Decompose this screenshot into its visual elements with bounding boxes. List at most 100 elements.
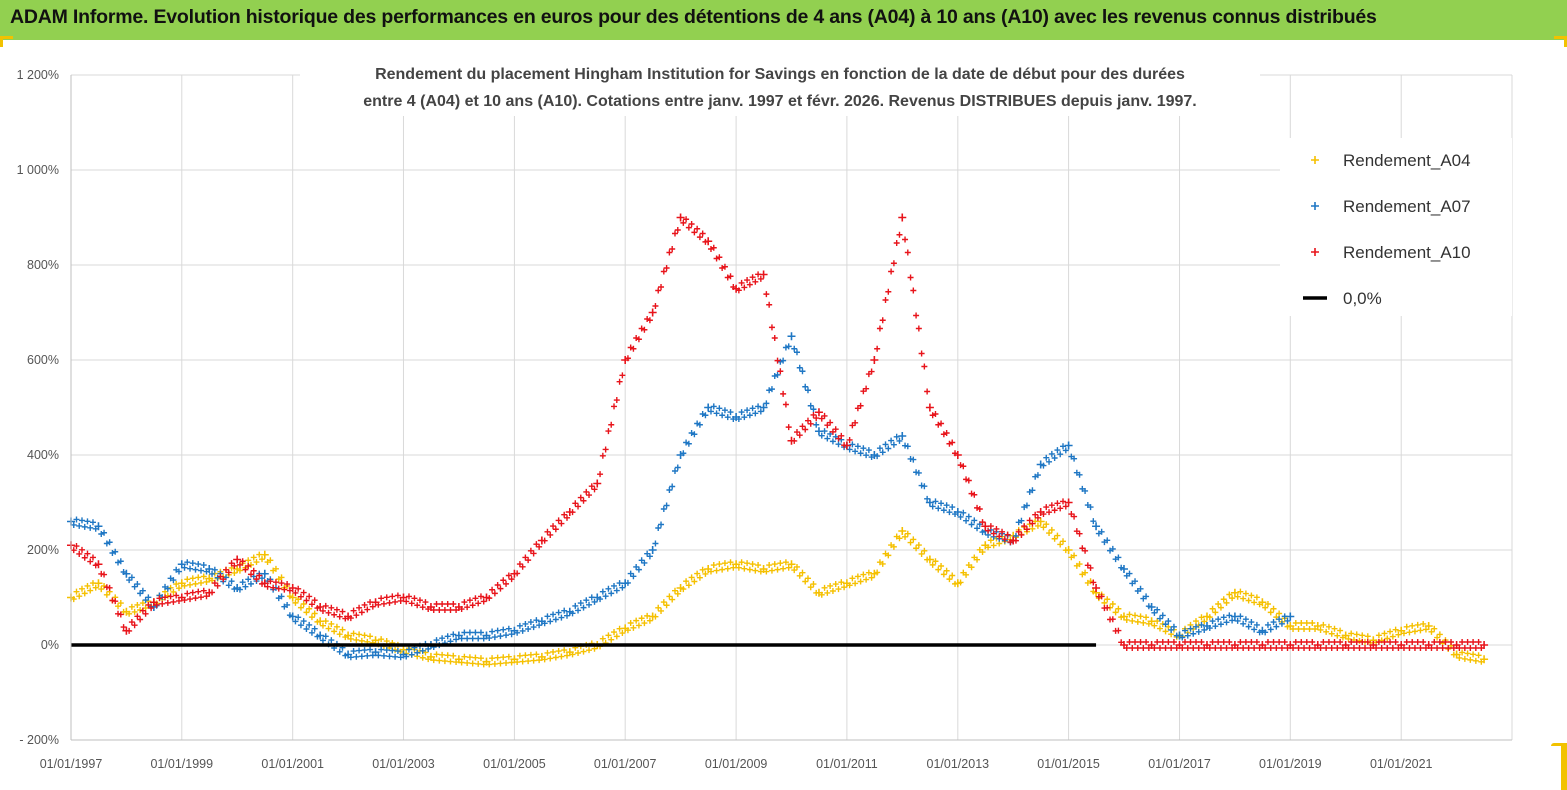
- data-point-interp: [475, 600, 482, 607]
- data-point-interp: [683, 216, 690, 223]
- data-point: [1230, 588, 1239, 597]
- data-point-interp: [1276, 610, 1283, 617]
- data-point-interp: [1206, 645, 1213, 651]
- data-point-interp: [938, 563, 945, 569]
- data-point-interp: [802, 426, 809, 433]
- data-point-interp: [1337, 627, 1344, 634]
- data-point-interp: [1406, 645, 1413, 651]
- data-point-interp: [281, 586, 288, 593]
- data-point-interp: [1151, 645, 1158, 651]
- data-point-interp: [785, 424, 792, 431]
- data-point-interp: [439, 601, 446, 607]
- data-point-interp: [184, 559, 191, 566]
- data-point-interp: [1334, 645, 1341, 651]
- data-point-interp: [364, 652, 371, 659]
- data-point-interp: [491, 590, 498, 597]
- data-point-interp: [766, 562, 773, 569]
- data-point-interp: [228, 578, 235, 585]
- data-point-interp: [1190, 630, 1197, 637]
- data-point-interp: [552, 654, 559, 661]
- data-point-interp: [308, 629, 315, 636]
- data-point-interp: [433, 651, 440, 658]
- data-point-interp: [1054, 500, 1061, 507]
- x-tick-label: 01/01/2017: [1148, 757, 1211, 771]
- data-point-interp: [1384, 635, 1391, 642]
- data-point-interp: [968, 490, 975, 497]
- data-point-interp: [583, 488, 590, 495]
- data-point-interp: [533, 617, 540, 624]
- data-point: [814, 408, 823, 417]
- report-banner: ADAM Informe. Evolution historique des p…: [0, 0, 1567, 40]
- data-point-interp: [175, 568, 182, 575]
- data-point-interp: [469, 602, 476, 609]
- data-point-interp: [630, 345, 637, 352]
- data-point-interp: [766, 301, 773, 308]
- data-point-interp: [81, 590, 88, 597]
- data-point: [1452, 650, 1461, 659]
- data-point-interp: [284, 581, 291, 588]
- data-point-interp: [804, 417, 811, 424]
- data-point-interp: [575, 607, 582, 614]
- data-point-interp: [514, 629, 521, 636]
- data-point-interp: [300, 618, 307, 625]
- data-point-interp: [464, 604, 471, 611]
- data-point-interp: [464, 635, 471, 642]
- data-point-interp: [694, 570, 701, 577]
- data-point-interp: [1193, 618, 1199, 625]
- data-point-interp: [1101, 599, 1108, 606]
- data-point-interp: [1362, 645, 1369, 651]
- data-point-interp: [1034, 514, 1041, 521]
- data-point-interp: [441, 658, 448, 665]
- chart-title-line-1: Rendement du placement Hingham Instituti…: [375, 66, 1185, 83]
- data-point-interp: [106, 539, 113, 546]
- data-point-interp: [710, 403, 717, 410]
- data-point-interp: [214, 582, 221, 589]
- data-point-interp: [974, 504, 981, 511]
- data-point-interp: [181, 582, 188, 589]
- data-point-interp: [558, 520, 565, 527]
- data-point-interp: [477, 655, 484, 662]
- data-point-interp: [1076, 561, 1083, 568]
- data-point-interp: [879, 317, 886, 324]
- data-point-interp: [971, 517, 978, 524]
- x-tick-label: 01/01/2021: [1370, 757, 1433, 771]
- data-point-interp: [536, 543, 543, 550]
- data-point-interp: [1317, 645, 1324, 651]
- data-point-interp: [336, 631, 343, 638]
- data-point-interp: [292, 599, 299, 606]
- data-point-interp: [572, 500, 579, 507]
- data-point-interp: [1076, 530, 1083, 537]
- data-point-interp: [613, 633, 620, 640]
- data-point-interp: [635, 566, 642, 573]
- legend-plus-marker: [1311, 248, 1319, 256]
- data-point-interp: [564, 514, 571, 521]
- data-point-interp: [295, 614, 302, 621]
- data-point-interp: [1270, 605, 1277, 612]
- data-point-interp: [796, 572, 803, 579]
- chart-legend: Rendement_A04 Rendement_A07 Rendement_A10 0…: [1280, 138, 1512, 316]
- data-point-interp: [1325, 623, 1332, 630]
- data-point-interp: [865, 569, 872, 576]
- data-point-interp: [829, 588, 836, 594]
- data-point-interp: [879, 449, 886, 456]
- data-point-interp: [525, 658, 532, 665]
- data-point: [1092, 522, 1101, 531]
- data-point-interp: [1029, 520, 1036, 527]
- data-point-interp: [1140, 619, 1147, 626]
- data-point-interp: [774, 357, 781, 364]
- data-point-interp: [239, 579, 246, 586]
- data-point-interp: [253, 559, 260, 566]
- data-point-interp: [552, 526, 559, 533]
- data-point-interp: [1137, 585, 1144, 592]
- data-point-interp: [1154, 606, 1161, 613]
- data-point-interp: [259, 556, 266, 563]
- x-tick-label: 01/01/2007: [594, 757, 657, 771]
- data-point-interp: [1140, 645, 1147, 651]
- data-point-interp: [319, 622, 326, 629]
- data-point-interp: [985, 544, 992, 551]
- data-point-interp: [436, 657, 443, 664]
- data-point-interp: [561, 647, 568, 654]
- data-point-interp: [278, 593, 285, 600]
- data-point: [648, 308, 657, 317]
- data-point-interp: [192, 580, 199, 587]
